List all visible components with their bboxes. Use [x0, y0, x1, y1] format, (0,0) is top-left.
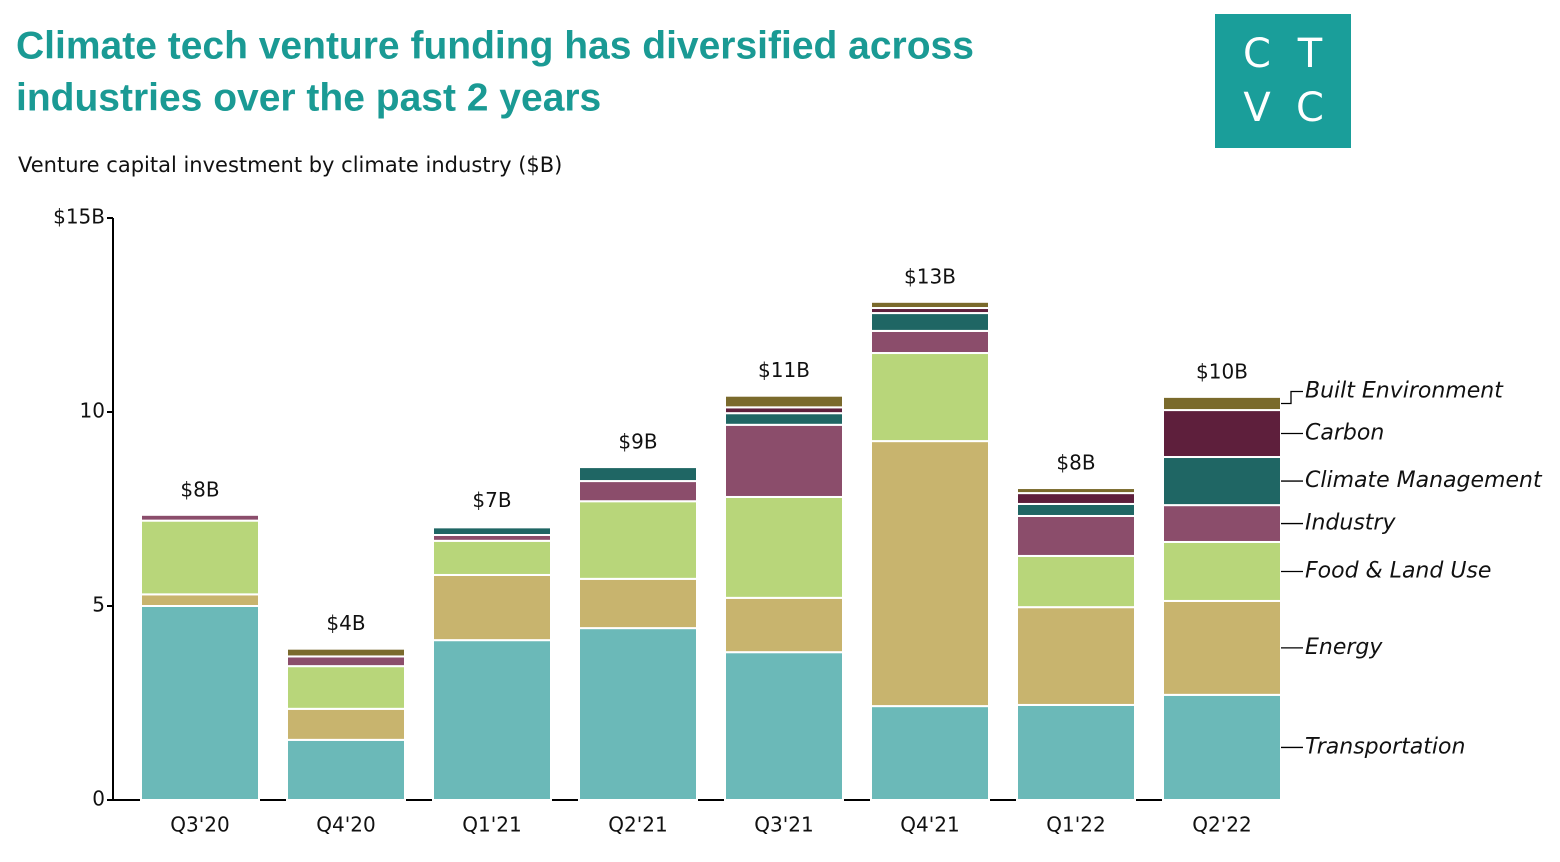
bar-segment — [724, 423, 844, 498]
total-label: $13B — [904, 264, 956, 288]
bar-segment — [1162, 456, 1282, 507]
bar-segment — [432, 539, 552, 576]
chart-title: industries over the past 2 years — [16, 76, 601, 119]
x-tick-label: Q1'21 — [462, 813, 521, 837]
bar-segment — [1162, 409, 1282, 459]
bar-segment — [1016, 606, 1136, 706]
bar-segment — [432, 526, 552, 536]
bar-segment — [286, 707, 406, 741]
bar-segment — [140, 605, 260, 801]
y-tick-label: $15B — [53, 205, 105, 229]
bar-segment — [870, 300, 990, 310]
bar-segment — [1162, 693, 1282, 801]
total-label: $9B — [618, 430, 657, 454]
total-label: $11B — [758, 358, 810, 382]
bar-segment — [870, 312, 990, 332]
bar-segment — [870, 705, 990, 801]
logo-letter: T — [1297, 31, 1323, 77]
legend-label: Food & Land Use — [1305, 558, 1491, 583]
bar-segment — [140, 519, 260, 596]
bar-segment — [1016, 554, 1136, 609]
bar-segment — [1016, 502, 1136, 517]
legend-label: Energy — [1305, 635, 1383, 660]
bar-segment — [578, 480, 698, 503]
bar-segment — [724, 412, 844, 426]
y-tick-label: 10 — [80, 399, 105, 423]
total-label: $8B — [180, 477, 219, 501]
bar-segment — [724, 596, 844, 654]
bar-segment — [432, 573, 552, 642]
total-label: $7B — [472, 488, 511, 512]
chart-title: Climate tech venture funding has diversi… — [16, 24, 974, 67]
bar-segment — [140, 513, 260, 522]
bar-segment — [286, 647, 406, 658]
x-tick-label: Q3'21 — [754, 813, 813, 837]
bar-segment — [286, 738, 406, 801]
x-tick-label: Q1'22 — [1046, 813, 1105, 837]
x-tick-label: Q2'22 — [1192, 813, 1251, 837]
logo-letter: C — [1296, 85, 1324, 131]
bar-segment — [724, 651, 844, 801]
legend-label: Climate Management — [1305, 468, 1543, 493]
bar-segment — [870, 440, 990, 708]
bar-segment — [578, 577, 698, 630]
bar-segment — [432, 524, 552, 529]
bar-segment — [1016, 703, 1136, 801]
bar-segment — [870, 352, 990, 443]
total-label: $10B — [1196, 359, 1248, 383]
bar-segment — [870, 329, 990, 355]
y-tick-label: 5 — [92, 593, 105, 617]
total-label: $4B — [326, 611, 365, 635]
legend-leader — [1281, 390, 1303, 405]
bar-segment — [724, 394, 844, 409]
legend-label: Transportation — [1305, 734, 1465, 759]
bar-segment — [1162, 540, 1282, 602]
bar-segment — [140, 593, 260, 607]
bar-segment — [286, 655, 406, 668]
bar-segment — [432, 639, 552, 801]
bar-segment — [1162, 395, 1282, 412]
bar-segment — [1162, 599, 1282, 696]
bar-segment — [1016, 487, 1136, 495]
bar-segment — [578, 500, 698, 580]
logo-box — [1215, 14, 1351, 148]
bar-segment — [578, 627, 698, 802]
bar-segment — [1016, 514, 1136, 557]
bar-segment — [724, 495, 844, 599]
legend-label: Carbon — [1305, 421, 1384, 446]
legend-label: Industry — [1305, 511, 1396, 536]
chart-subtitle: Venture capital investment by climate in… — [18, 153, 562, 177]
legend-label: Built Environment — [1305, 379, 1504, 404]
bar-segment — [1016, 492, 1136, 505]
bar-segment — [1162, 504, 1282, 543]
logo-letter: V — [1243, 85, 1271, 131]
x-tick-label: Q3'20 — [170, 813, 229, 837]
logo-letter: C — [1243, 31, 1271, 77]
bar-segment — [286, 665, 406, 710]
x-tick-label: Q4'20 — [316, 813, 375, 837]
bar-segment — [578, 466, 698, 483]
y-tick-label: 0 — [92, 787, 105, 811]
x-tick-label: Q2'21 — [608, 813, 667, 837]
x-tick-label: Q4'21 — [900, 813, 959, 837]
total-label: $8B — [1056, 451, 1095, 475]
